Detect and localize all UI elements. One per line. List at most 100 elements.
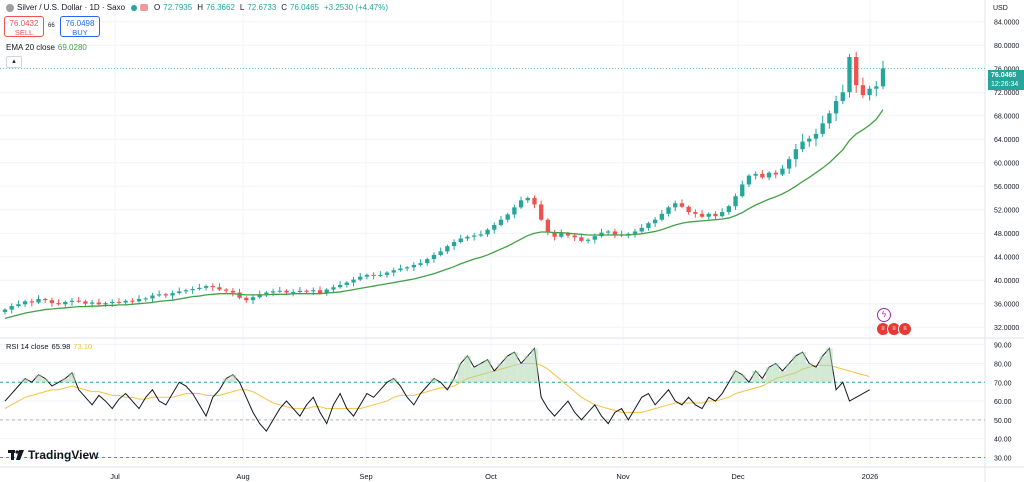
price-tick-label: 84.0000 — [994, 20, 1019, 27]
candle-body — [719, 212, 725, 217]
candle-body — [43, 298, 48, 301]
currency-label[interactable]: USD — [993, 5, 1008, 12]
candle-body — [679, 203, 685, 207]
rsi-overbought-fill — [504, 355, 511, 383]
candle-body — [378, 274, 383, 276]
candle-body — [592, 236, 597, 240]
us-flag-icon[interactable]: ≡ — [898, 322, 912, 336]
candle-body — [753, 173, 758, 176]
open-value: 72.7935 — [163, 3, 193, 12]
candle-body — [498, 219, 504, 225]
candle-body — [190, 289, 195, 291]
time-tick-label: Oct — [485, 472, 498, 481]
candle-body — [585, 239, 591, 241]
candle-body — [156, 294, 162, 296]
rsi-overbought-fill — [805, 363, 813, 383]
sell-button[interactable]: 76.0432 SELL — [4, 16, 44, 37]
candle-body — [257, 294, 262, 298]
silver-symbol-icon — [6, 3, 14, 12]
candle-body — [773, 172, 778, 175]
rsi-overbought-fill — [484, 359, 491, 383]
rsi-overbought-fill — [61, 378, 69, 383]
candle-body — [351, 279, 356, 283]
chevron-up-icon: ▴ — [12, 58, 16, 65]
last-price-value: 76.0465 — [991, 72, 1017, 79]
candle-body — [787, 159, 792, 169]
candle-body — [431, 254, 437, 260]
collapse-legend-button[interactable]: ▴ — [6, 56, 22, 68]
price-tick-label: 80.0000 — [994, 43, 1019, 50]
rsi-legend[interactable]: RSI 14 close 65.98 73.10 — [6, 342, 92, 351]
candle-body — [22, 301, 28, 305]
candle-body — [559, 233, 564, 237]
tradingview-logo[interactable]: TradingView — [8, 448, 98, 462]
rsi-overbought-fill — [524, 355, 532, 383]
candle-body — [398, 268, 403, 271]
candle-body — [244, 297, 249, 301]
candle-body — [110, 301, 115, 304]
candle-body — [177, 291, 182, 294]
rsi-tick-label: 90.00 — [994, 343, 1012, 350]
rsi-overbought-fill — [531, 348, 538, 383]
candle-body — [76, 300, 81, 302]
candle-body — [686, 206, 691, 213]
rsi-overbought-fill — [430, 378, 438, 383]
rsi-ma-value: 73.10 — [73, 342, 93, 351]
rsi-tick-label: 80.00 — [994, 361, 1012, 368]
candle-body — [465, 236, 470, 239]
candle-body — [217, 287, 222, 290]
candle-body — [606, 231, 611, 233]
candle-body — [250, 297, 256, 301]
countdown-value: 12:26:34 — [991, 81, 1019, 88]
rsi-tick-label: 70.00 — [994, 380, 1012, 387]
candle-body — [713, 213, 718, 217]
candle-body — [270, 291, 276, 293]
candle-body — [579, 237, 584, 241]
candle-body — [840, 92, 845, 102]
rsi-tick-label: 50.00 — [994, 418, 1012, 425]
symbol-title[interactable]: Silver / U.S. Dollar · 1D · Saxo — [17, 3, 126, 12]
candle-body — [632, 231, 638, 234]
lightning-icon[interactable]: ϟ — [877, 308, 891, 322]
rsi-overbought-fill — [68, 372, 76, 383]
ema-legend[interactable]: EMA 20 close 69.0280 — [6, 43, 87, 52]
tradingview-logo-icon — [8, 450, 24, 460]
candle-body — [854, 56, 859, 86]
high-label: H — [197, 3, 203, 12]
price-tick-label: 68.0000 — [994, 114, 1019, 121]
buy-button[interactable]: 76.0498 BUY — [60, 16, 100, 37]
price-tick-label: 36.0000 — [994, 302, 1019, 309]
candle-body — [210, 286, 215, 288]
rsi-overbought-fill — [799, 352, 806, 383]
candle-body — [525, 197, 530, 201]
close-value: 76.0465 — [290, 3, 319, 12]
candle-body — [203, 286, 209, 288]
candle-body — [358, 276, 363, 280]
candle-body — [69, 300, 75, 302]
time-tick-label: Aug — [236, 472, 249, 481]
rsi-overbought-fill — [21, 378, 29, 383]
rsi-overbought-fill — [752, 370, 759, 383]
price-tick-label: 64.0000 — [994, 137, 1019, 144]
candle-body — [793, 149, 799, 160]
high-value: 76.3662 — [205, 3, 235, 12]
candle-body — [746, 175, 752, 185]
candle-body — [425, 259, 430, 264]
candle-body — [512, 207, 517, 215]
candle-body — [706, 213, 711, 217]
candle-body — [505, 214, 510, 220]
data-source-icon — [140, 4, 149, 11]
candle-body — [733, 196, 738, 207]
candle-body — [552, 232, 557, 237]
candle-body — [760, 173, 765, 178]
candle-body — [740, 184, 745, 197]
candle-body — [646, 223, 651, 228]
candle-body — [726, 206, 732, 213]
rsi-overbought-fill — [35, 374, 42, 383]
rsi-overbought-fill — [517, 363, 525, 383]
candle-body — [545, 219, 551, 233]
candle-body — [445, 246, 450, 252]
candle-body — [458, 238, 463, 243]
price-tick-label: 40.0000 — [994, 278, 1019, 285]
